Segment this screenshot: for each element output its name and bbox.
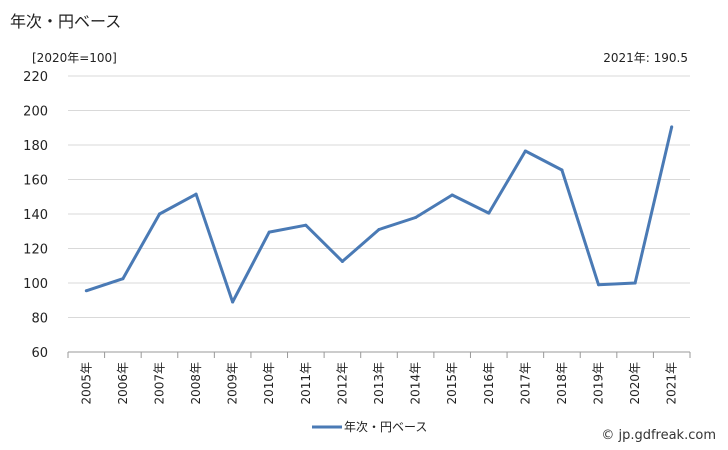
data-point — [121, 277, 125, 281]
x-tick-label: 2019年 — [592, 362, 606, 405]
chart-title: 年次・円ベース — [10, 12, 122, 31]
y-tick-label: 120 — [23, 243, 48, 258]
x-tick-label: 2011年 — [299, 362, 313, 405]
legend: 年次・円ベース — [312, 420, 427, 434]
x-tick-label: 2008年 — [189, 362, 203, 405]
x-tick-label: 2013年 — [372, 362, 386, 405]
y-tick-label: 180 — [23, 139, 48, 154]
data-point — [304, 223, 308, 227]
x-tick-label: 2005年 — [79, 362, 93, 405]
y-tick-label: 100 — [23, 277, 48, 292]
data-point — [597, 283, 601, 287]
latest-value-label: 2021年: 190.5 — [603, 51, 688, 65]
x-axis-ticks: 2005年 2006年 2007年 2008年 2009年 2010年 2011年 2012年… — [79, 362, 678, 405]
legend-label: 年次・円ベース — [344, 420, 427, 434]
data-point — [633, 281, 637, 285]
y-tick-label: 80 — [31, 312, 48, 327]
y-tick-label: 60 — [31, 346, 48, 361]
data-point — [377, 228, 381, 232]
grid-lines — [67, 75, 691, 358]
x-tick-label: 2020年 — [628, 362, 642, 405]
data-point — [84, 289, 88, 293]
x-tick-label: 2009年 — [226, 362, 240, 405]
data-point — [450, 193, 454, 197]
data-point — [157, 212, 161, 216]
y-axis-ticks: 60 80 100 120 140 160 180 200 220 — [23, 70, 48, 361]
x-tick-label: 2014年 — [409, 362, 423, 405]
x-tick-label: 2018年 — [555, 362, 569, 405]
y-tick-label: 200 — [23, 105, 48, 120]
x-tick-label: 2012年 — [335, 362, 349, 405]
data-point — [670, 125, 674, 129]
data-point — [267, 230, 271, 234]
data-point — [340, 259, 344, 263]
data-point — [414, 215, 418, 219]
x-tick-label: 2010年 — [262, 362, 276, 405]
unit-label: [2020年=100] — [32, 51, 117, 65]
y-tick-label: 220 — [23, 70, 48, 85]
x-tick-label: 2006年 — [116, 362, 130, 405]
data-point — [560, 168, 564, 172]
y-tick-label: 160 — [23, 174, 48, 189]
data-point — [194, 192, 198, 196]
x-tick-label: 2007年 — [152, 362, 166, 405]
x-tick-label: 2015年 — [445, 362, 459, 405]
x-tick-label: 2021年 — [665, 362, 679, 405]
y-tick-label: 140 — [23, 208, 48, 223]
source-credit: © jp.gdfreak.com — [601, 428, 716, 443]
data-point — [231, 300, 235, 304]
x-tick-label: 2017年 — [518, 362, 532, 405]
x-tick-label: 2016年 — [482, 362, 496, 405]
series-group — [84, 125, 674, 304]
data-point — [487, 211, 491, 215]
data-point — [523, 149, 527, 153]
